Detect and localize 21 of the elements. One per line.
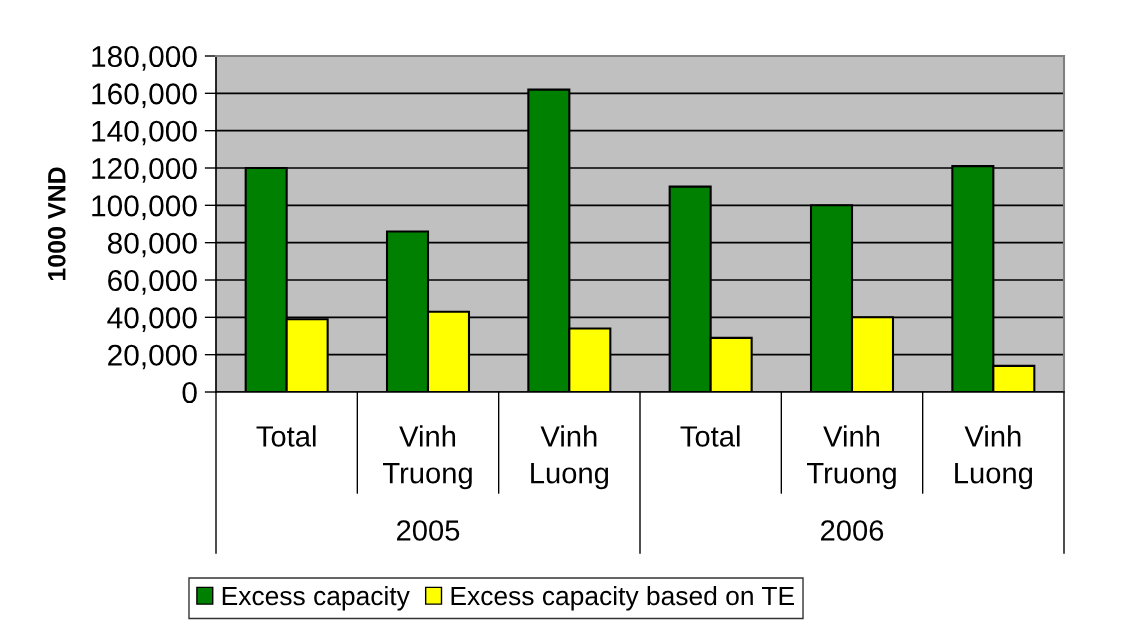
y-tick-label: 120,000 <box>92 157 197 183</box>
text: 2006 <box>821 520 884 541</box>
y-tick-label: 40,000 <box>107 307 197 332</box>
x-tick-label: Vinh Truong <box>807 425 896 490</box>
y-tick-label: 60,000 <box>108 269 197 295</box>
y-tick-label: 180,000 <box>92 45 197 71</box>
x-tick-label: Total <box>680 425 740 447</box>
text: 2005 <box>397 520 460 541</box>
x-tick-label: Vinh Truong <box>383 425 472 490</box>
x-tick-label: Total <box>256 425 316 447</box>
y-tick-label: 0 <box>182 381 197 404</box>
x-tick-label: Vinh Luong <box>531 425 609 490</box>
y-tick-label: 100,000 <box>92 195 197 220</box>
y-tick-label: 20,000 <box>108 344 197 370</box>
legend-label: Excess capacity <box>222 585 410 611</box>
legend-label: Excess capacity based on TE <box>451 585 794 611</box>
y-tick-label: 160,000 <box>92 83 197 108</box>
y-tick-label: 80,000 <box>107 232 197 258</box>
y-tick-label: 140,000 <box>92 120 197 146</box>
x-tick-label: Vinh Luong <box>955 425 1033 490</box>
y-axis-title: 1000 VND <box>47 167 66 281</box>
